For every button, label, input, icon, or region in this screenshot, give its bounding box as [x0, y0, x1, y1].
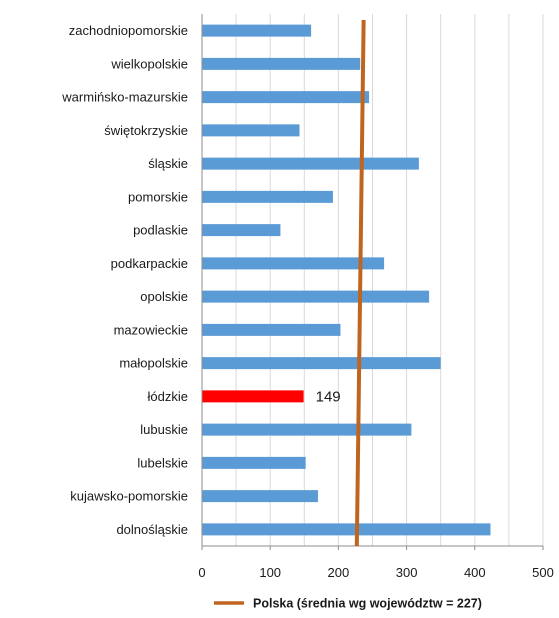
reference-line	[354, 19, 366, 547]
legend-label: Polska (średnia wg województw = 227)	[253, 597, 482, 611]
x-tick-label: 0	[198, 565, 205, 580]
bar	[202, 157, 419, 170]
x-tick-label: 500	[532, 565, 554, 580]
category-label: zachodniopomorskie	[69, 23, 188, 38]
bar	[202, 91, 370, 104]
legend: Polska (średnia wg województw = 227)	[214, 597, 482, 611]
x-tick-label: 100	[259, 565, 281, 580]
category-labels: zachodniopomorskie wielkopolskie warmińsko…	[61, 23, 188, 537]
bar	[202, 423, 412, 436]
bars	[202, 24, 491, 536]
bar	[202, 523, 491, 536]
category-label: śląskie	[148, 156, 188, 171]
category-label: dolnośląskie	[116, 522, 188, 537]
bar	[202, 490, 318, 503]
category-label: opolskie	[140, 289, 188, 304]
bar	[202, 456, 306, 469]
bar	[202, 224, 281, 237]
category-label: warmińsko-mazurskie	[61, 90, 188, 105]
category-label: mazowieckie	[114, 322, 188, 337]
bar	[202, 323, 341, 336]
category-label: wielkopolskie	[110, 56, 188, 71]
highlight-data-label: 149	[316, 388, 341, 405]
x-tick-label: 400	[464, 565, 486, 580]
bar	[202, 190, 333, 203]
category-label: podkarpackie	[111, 256, 188, 271]
x-tick-label: 300	[396, 565, 418, 580]
bar	[202, 124, 300, 137]
bar	[202, 57, 361, 70]
category-label: kujawsko-pomorskie	[70, 489, 188, 504]
bar	[202, 257, 385, 270]
x-tick-label: 200	[328, 565, 350, 580]
category-label: łódzkie	[148, 389, 188, 404]
category-label: lubuskie	[140, 422, 188, 437]
category-label: małopolskie	[119, 356, 188, 371]
x-tick-labels: 0 100 200 300 400 500	[198, 546, 554, 580]
category-label: świętokrzyskie	[104, 123, 188, 138]
bar	[202, 24, 312, 37]
bar	[202, 357, 441, 370]
category-label: pomorskie	[128, 189, 188, 204]
bar	[202, 290, 430, 303]
category-label: podlaskie	[133, 223, 188, 238]
category-label: lubelskie	[137, 455, 188, 470]
bar-highlight	[202, 390, 304, 403]
